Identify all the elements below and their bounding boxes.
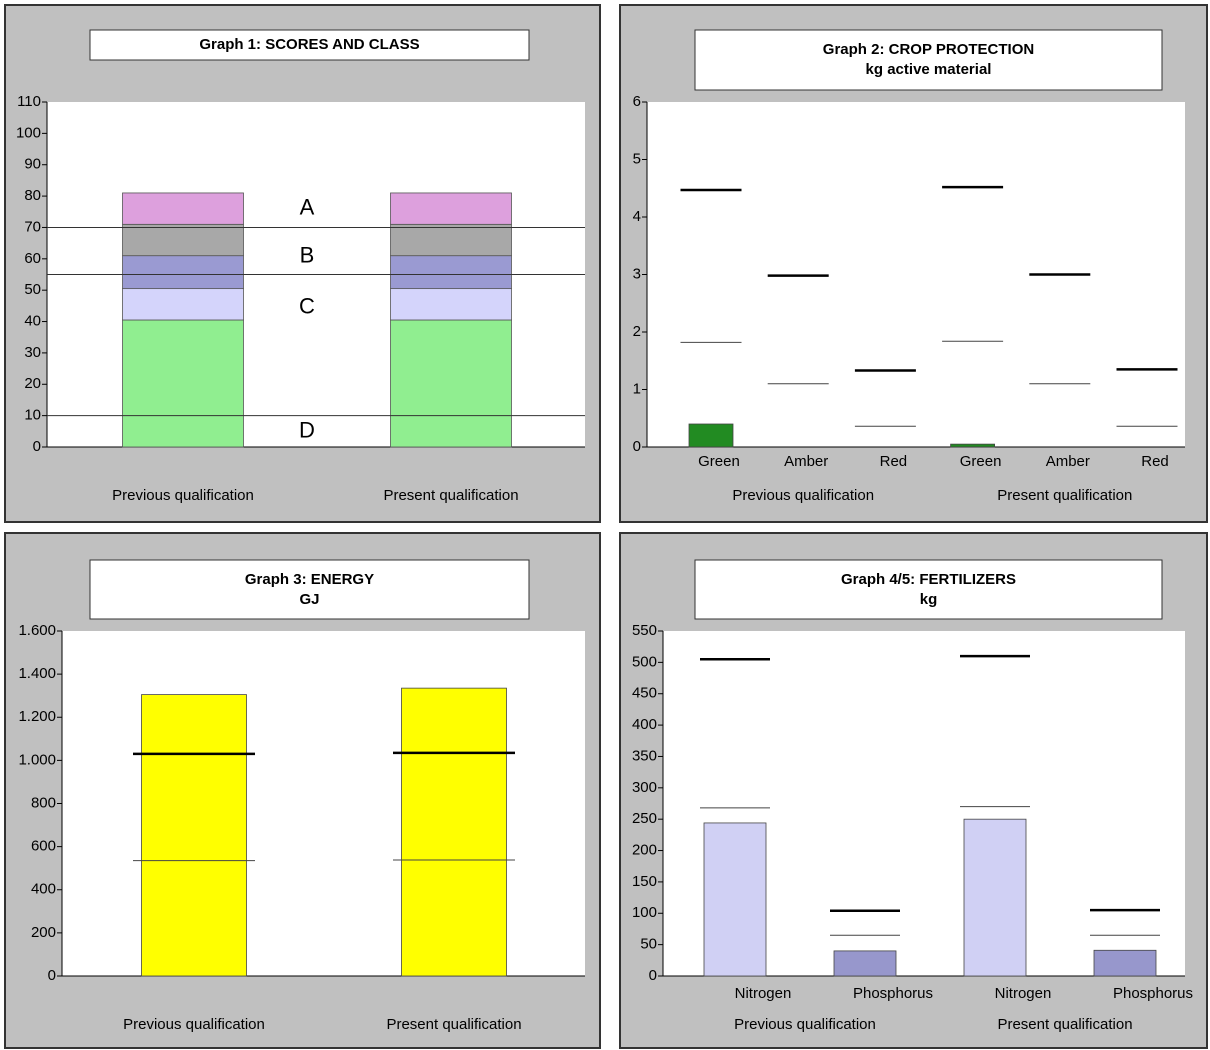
y-tick-label: 5 (633, 150, 641, 167)
bar-segment (390, 223, 512, 257)
y-tick-label: 0 (48, 967, 56, 984)
group-label: Present qualification (997, 487, 1132, 504)
y-tick-label: 110 (17, 93, 41, 110)
bar (833, 950, 897, 977)
group-label: Previous qualification (732, 487, 874, 504)
x-tick-label: Green (698, 453, 740, 470)
y-tick-label: 6 (633, 93, 641, 110)
y-tick-label: 400 (632, 716, 657, 733)
x-tick-label: Phosphorus (853, 985, 933, 1002)
bar-segment (122, 223, 244, 257)
class-label: C (299, 293, 315, 318)
x-tick-label: Phosphorus (1113, 985, 1193, 1002)
y-tick-label: 50 (640, 936, 657, 953)
y-tick-label: 1.400 (18, 665, 56, 682)
group-label: Previous qualification (734, 1016, 876, 1033)
y-tick-label: 1.200 (18, 708, 56, 725)
chart-title: Graph 3: ENERGY (245, 571, 374, 588)
chart-subtitle: GJ (299, 591, 319, 608)
y-tick-label: 0 (633, 438, 641, 455)
bar-segment (122, 192, 244, 225)
y-tick-label: 0 (649, 967, 657, 984)
y-tick-label: 50 (24, 281, 41, 298)
bar (963, 818, 1027, 977)
y-tick-label: 100 (16, 124, 41, 141)
y-tick-label: 400 (31, 881, 56, 898)
class-label: B (300, 242, 315, 267)
y-tick-label: 300 (632, 779, 657, 796)
x-tick-label: Amber (1046, 453, 1090, 470)
y-tick-label: 800 (31, 794, 56, 811)
y-tick-label: 70 (24, 218, 41, 235)
title-box (694, 29, 1163, 91)
bar-segment (390, 288, 512, 321)
title-box (694, 559, 1163, 620)
title-box (89, 29, 530, 61)
bar-segment (390, 319, 512, 448)
bar-segment (122, 319, 244, 448)
plot-area (647, 102, 1185, 447)
y-tick-label: 3 (633, 265, 641, 282)
y-tick-label: 200 (632, 842, 657, 859)
y-tick-label: 60 (24, 250, 41, 267)
y-tick-label: 0 (33, 438, 41, 455)
x-tick-label: Red (880, 453, 908, 470)
bar (1093, 949, 1157, 977)
bar-segment (390, 255, 512, 290)
bar (141, 694, 247, 977)
y-tick-label: 450 (632, 685, 657, 702)
y-tick-label: 1 (633, 380, 641, 397)
bar (401, 687, 507, 977)
y-tick-label: 90 (24, 156, 41, 173)
y-tick-label: 30 (24, 344, 41, 361)
y-tick-label: 10 (24, 407, 41, 424)
x-tick-label: Present qualification (386, 1016, 521, 1033)
bar-segment (122, 255, 244, 290)
bar (950, 443, 995, 448)
y-tick-label: 200 (31, 924, 56, 941)
y-tick-label: 1.000 (18, 751, 56, 768)
y-tick-label: 80 (24, 187, 41, 204)
x-tick-label: Previous qualification (112, 487, 254, 504)
y-tick-label: 4 (633, 208, 641, 225)
y-tick-label: 350 (632, 747, 657, 764)
chart-title: Graph 2: CROP PROTECTION (823, 41, 1034, 58)
y-tick-label: 2 (633, 323, 641, 340)
y-tick-label: 600 (31, 838, 56, 855)
y-tick-label: 1.600 (18, 622, 56, 639)
y-tick-label: 150 (632, 873, 657, 890)
x-tick-label: Nitrogen (995, 985, 1052, 1002)
chart-title: Graph 1: SCORES AND CLASS (199, 36, 419, 53)
x-tick-label: Amber (784, 453, 828, 470)
x-tick-label: Previous qualification (123, 1016, 265, 1033)
bar-segment (390, 192, 512, 225)
class-label: A (300, 194, 315, 219)
class-label: D (299, 417, 315, 442)
y-tick-label: 40 (24, 313, 41, 330)
bar-segment (122, 288, 244, 321)
title-box (89, 559, 530, 620)
y-tick-label: 20 (24, 375, 41, 392)
bar (703, 822, 767, 977)
x-tick-label: Present qualification (383, 487, 518, 504)
chart-title: Graph 4/5: FERTILIZERS (841, 571, 1016, 588)
bar (688, 423, 734, 448)
group-label: Present qualification (997, 1016, 1132, 1033)
x-tick-label: Nitrogen (735, 985, 792, 1002)
x-tick-label: Red (1141, 453, 1169, 470)
y-tick-label: 550 (632, 622, 657, 639)
chart-subtitle: kg (920, 591, 938, 608)
x-tick-label: Green (960, 453, 1002, 470)
y-tick-label: 100 (632, 904, 657, 921)
y-tick-label: 250 (632, 810, 657, 827)
chart-subtitle: kg active material (866, 61, 992, 78)
y-tick-label: 500 (632, 653, 657, 670)
